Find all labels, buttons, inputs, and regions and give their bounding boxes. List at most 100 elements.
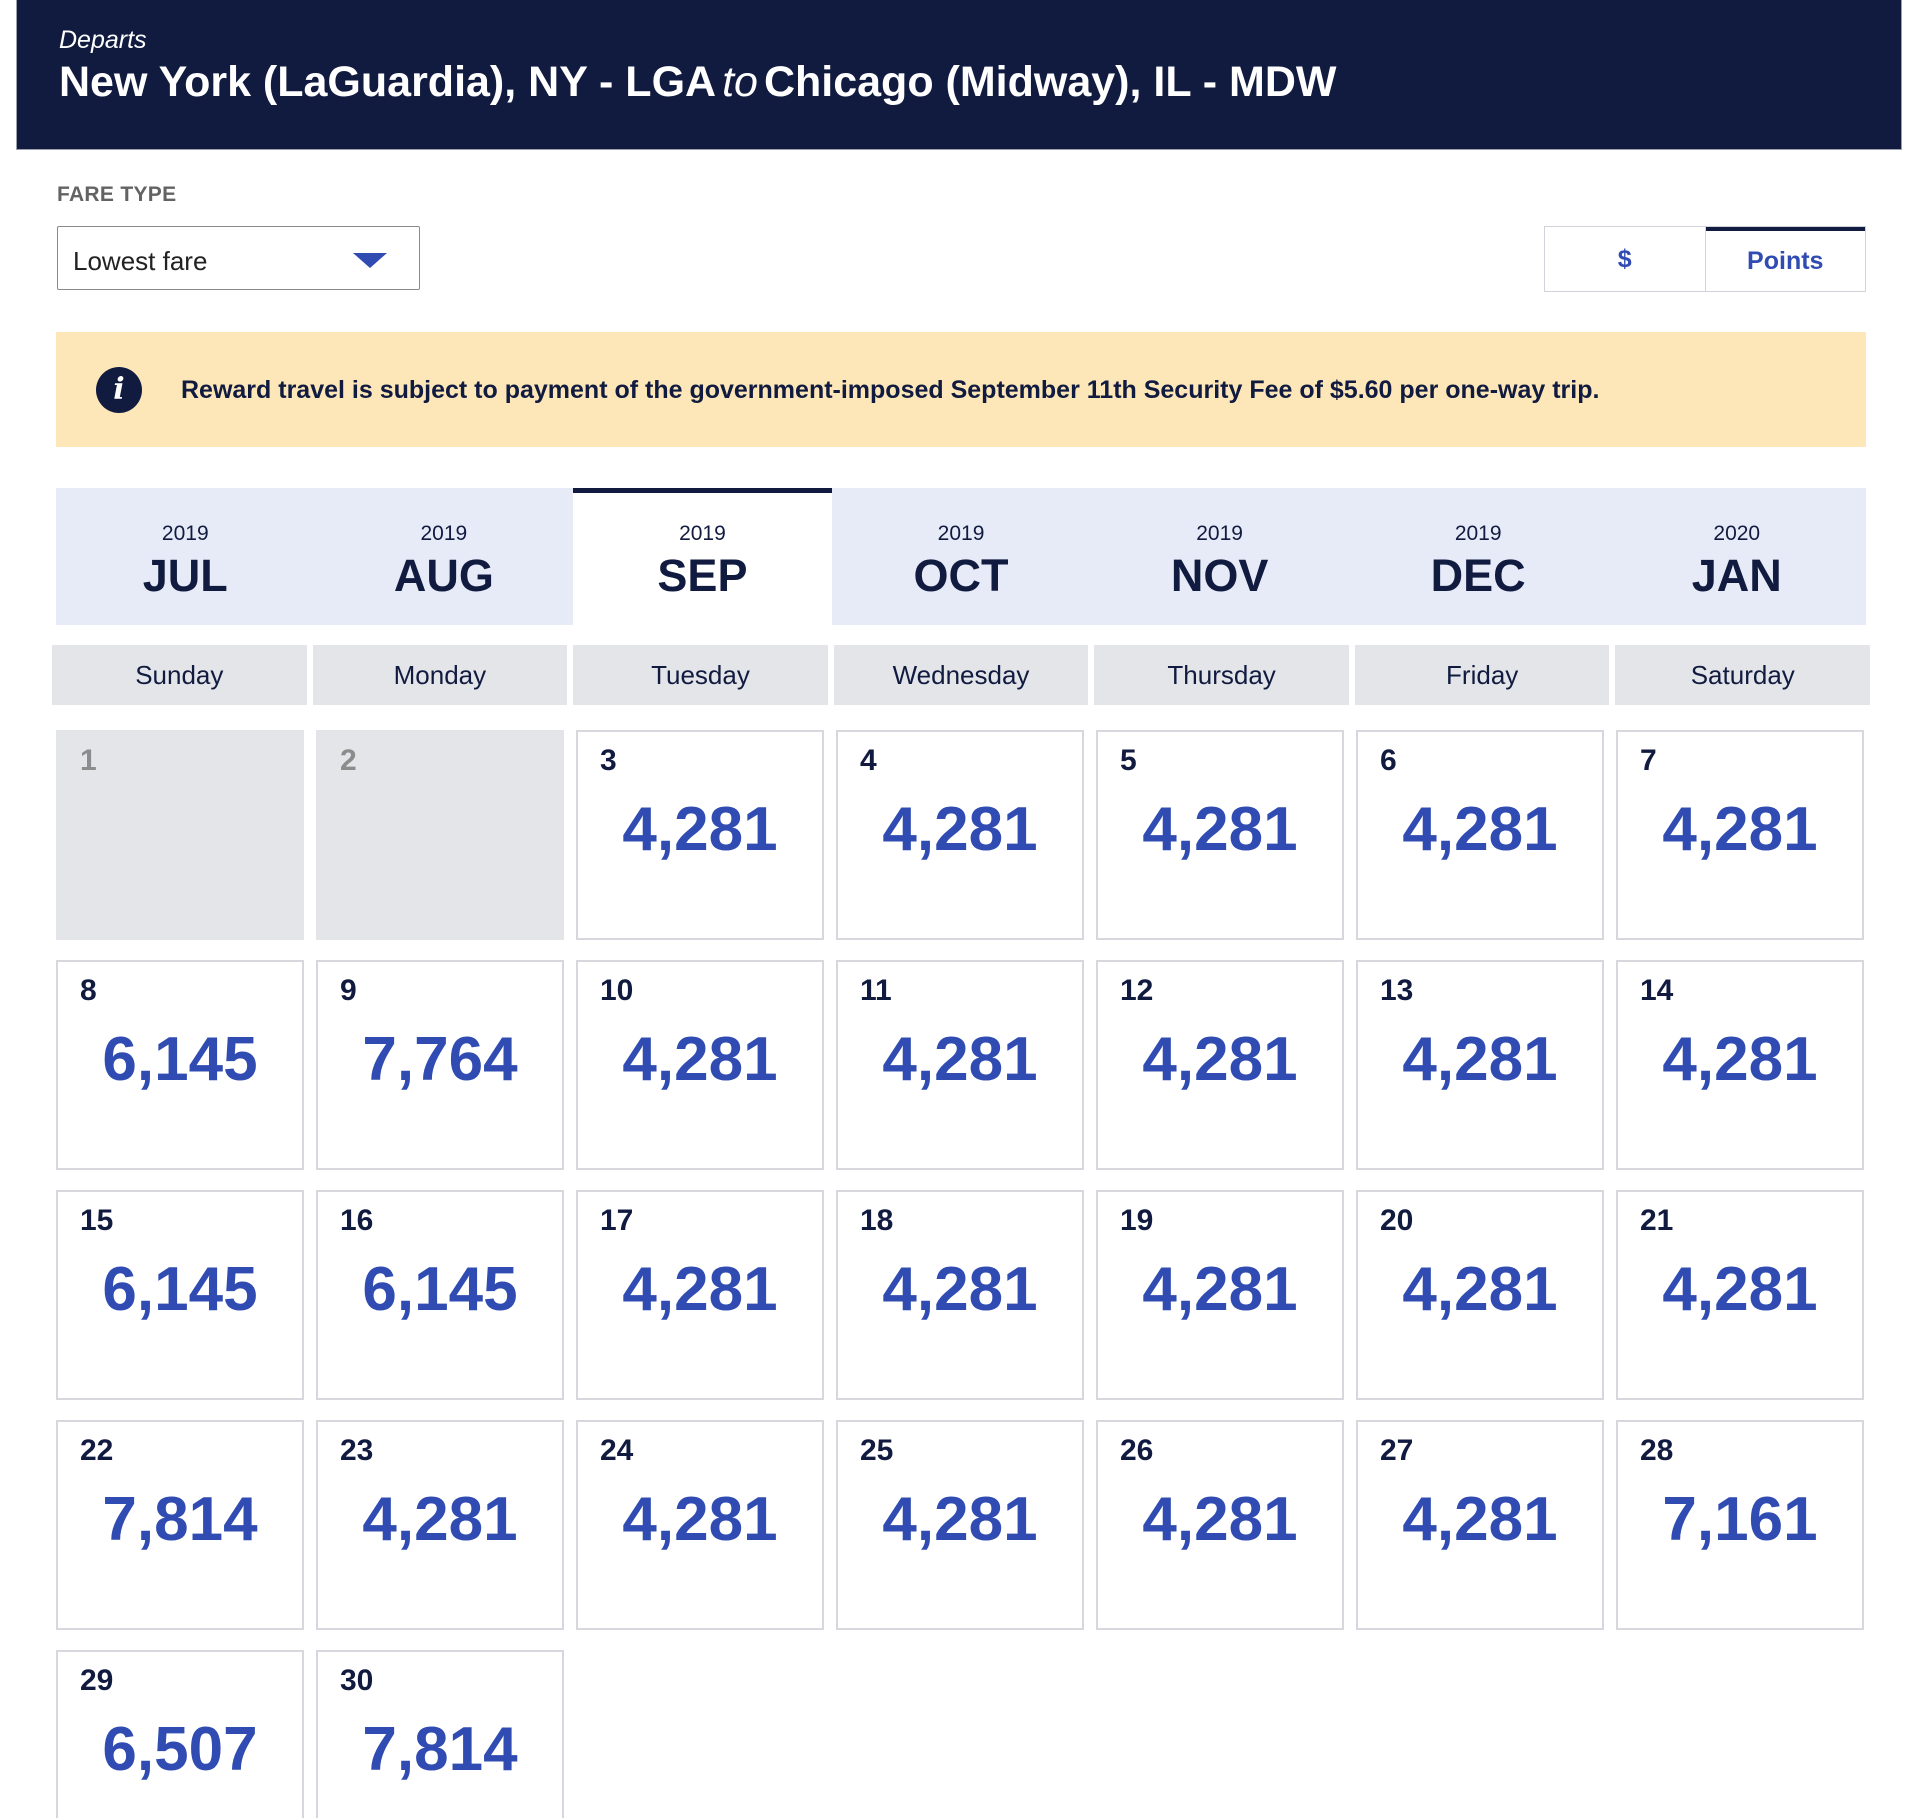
month-tab-dec[interactable]: 2019 DEC bbox=[1349, 488, 1608, 625]
calendar-day-3[interactable]: 3 4,281 bbox=[576, 730, 824, 940]
fare-points: 7,814 bbox=[362, 1715, 518, 1784]
calendar-day-17[interactable]: 17 4,281 bbox=[576, 1190, 824, 1400]
calendar-day-15[interactable]: 15 6,145 bbox=[56, 1190, 304, 1400]
calendar-day-9[interactable]: 9 7,764 bbox=[316, 960, 564, 1170]
calendar-day-16[interactable]: 16 6,145 bbox=[316, 1190, 564, 1400]
fare-points: 7,764 bbox=[362, 1025, 518, 1094]
fare-points: 4,281 bbox=[1662, 1255, 1818, 1324]
calendar-day-10[interactable]: 10 4,281 bbox=[576, 960, 824, 1170]
day-number: 8 bbox=[80, 974, 97, 1007]
calendar-day-5[interactable]: 5 4,281 bbox=[1096, 730, 1344, 940]
day-number: 5 bbox=[1120, 744, 1137, 777]
day-number: 1 bbox=[80, 744, 97, 777]
fare-type-dropdown[interactable]: Lowest fare bbox=[57, 226, 420, 290]
calendar-day-8[interactable]: 8 6,145 bbox=[56, 960, 304, 1170]
calendar-day-24[interactable]: 24 4,281 bbox=[576, 1420, 824, 1630]
calendar-day-1: 1 bbox=[56, 730, 304, 940]
fare-points: 4,281 bbox=[1662, 1025, 1818, 1094]
fare-points: 4,281 bbox=[1142, 1025, 1298, 1094]
fare-points: 6,145 bbox=[102, 1255, 258, 1324]
calendar-day-14[interactable]: 14 4,281 bbox=[1616, 960, 1864, 1170]
fare-points: 4,281 bbox=[1662, 795, 1818, 864]
day-number: 26 bbox=[1120, 1434, 1154, 1467]
month-tab-aug[interactable]: 2019 AUG bbox=[315, 488, 574, 625]
calendar-day-18[interactable]: 18 4,281 bbox=[836, 1190, 1084, 1400]
weekday-saturday: Saturday bbox=[1615, 645, 1871, 705]
month-tab-label: NOV bbox=[1170, 550, 1269, 601]
dollars-toggle-button[interactable]: $ bbox=[1545, 227, 1706, 291]
calendar-day-27[interactable]: 27 4,281 bbox=[1356, 1420, 1604, 1630]
day-number: 9 bbox=[340, 974, 357, 1007]
weekday-header: Sunday Monday Tuesday Wednesday Thursday Frid… bbox=[52, 645, 1871, 705]
calendar-day-29[interactable]: 29 6,507 bbox=[56, 1650, 304, 1818]
day-number: 3 bbox=[600, 744, 617, 777]
day-number: 18 bbox=[860, 1204, 894, 1237]
day-number: 14 bbox=[1640, 974, 1674, 1007]
day-number: 2 bbox=[340, 744, 357, 777]
calendar-day-7[interactable]: 7 4,281 bbox=[1616, 730, 1864, 940]
month-tab-nov[interactable]: 2019 NOV bbox=[1090, 488, 1349, 625]
day-number: 22 bbox=[80, 1434, 114, 1467]
month-tab-label: JUL bbox=[142, 550, 228, 601]
day-number: 30 bbox=[340, 1664, 374, 1697]
calendar-day-4[interactable]: 4 4,281 bbox=[836, 730, 1084, 940]
calendar-day-20[interactable]: 20 4,281 bbox=[1356, 1190, 1604, 1400]
day-number: 4 bbox=[860, 744, 877, 777]
fare-points: 4,281 bbox=[1402, 1255, 1558, 1324]
calendar-day-25[interactable]: 25 4,281 bbox=[836, 1420, 1084, 1630]
month-tab-oct[interactable]: 2019 OCT bbox=[832, 488, 1091, 625]
calendar-day-19[interactable]: 19 4,281 bbox=[1096, 1190, 1344, 1400]
calendar-day-28[interactable]: 28 7,161 bbox=[1616, 1420, 1864, 1630]
calendar-day-26[interactable]: 26 4,281 bbox=[1096, 1420, 1344, 1630]
month-tab-year: 2019 bbox=[937, 522, 985, 545]
month-tab-sep[interactable]: 2019 SEP bbox=[573, 488, 832, 625]
day-number: 13 bbox=[1380, 974, 1414, 1007]
fare-points: 4,281 bbox=[622, 795, 778, 864]
month-tabs: 2019 JUL 2019 AUG 2019 SEP 2019 OCT 2019 NOV 2019 D… bbox=[56, 488, 1866, 625]
day-number: 20 bbox=[1380, 1204, 1414, 1237]
month-tab-label: DEC bbox=[1430, 550, 1526, 601]
fare-points: 4,281 bbox=[882, 795, 1038, 864]
origin: New York (LaGuardia), NY - LGA bbox=[59, 58, 717, 106]
calendar-day-13[interactable]: 13 4,281 bbox=[1356, 960, 1604, 1170]
points-toggle-button[interactable]: Points bbox=[1705, 227, 1865, 291]
fare-points: 4,281 bbox=[882, 1255, 1038, 1324]
calendar-day-23[interactable]: 23 4,281 bbox=[316, 1420, 564, 1630]
fare-points: 4,281 bbox=[362, 1485, 518, 1554]
calendar-day-11[interactable]: 11 4,281 bbox=[836, 960, 1084, 1170]
calendar-day-21[interactable]: 21 4,281 bbox=[1616, 1190, 1864, 1400]
calendar-day-22[interactable]: 22 7,814 bbox=[56, 1420, 304, 1630]
weekday-friday: Friday bbox=[1354, 645, 1610, 705]
calendar-day-30[interactable]: 30 7,814 bbox=[316, 1650, 564, 1818]
month-tab-label: AUG bbox=[393, 550, 494, 601]
fare-points: 4,281 bbox=[622, 1025, 778, 1094]
fare-points: 4,281 bbox=[1142, 1485, 1298, 1554]
month-tab-year: 2020 bbox=[1713, 522, 1761, 545]
month-tab-jan[interactable]: 2020 JAN bbox=[1607, 488, 1866, 625]
security-fee-notice: i Reward travel is subject to payment of… bbox=[56, 332, 1866, 447]
month-tab-label: JAN bbox=[1691, 550, 1782, 601]
month-tab-year: 2019 bbox=[679, 522, 726, 545]
month-tab-year: 2019 bbox=[420, 522, 468, 545]
departs-label: Departs bbox=[59, 26, 147, 54]
page-header: Departs New York (LaGuardia), NY - LGA to… bbox=[16, 0, 1902, 150]
day-number: 17 bbox=[600, 1204, 634, 1237]
route-connector: to bbox=[722, 58, 758, 106]
fare-type-value: Lowest fare bbox=[73, 246, 208, 276]
fare-points: 4,281 bbox=[1402, 1025, 1558, 1094]
fare-points: 4,281 bbox=[1402, 795, 1558, 864]
fare-type-label: FARE TYPE bbox=[57, 183, 177, 206]
calendar-day-6[interactable]: 6 4,281 bbox=[1356, 730, 1604, 940]
day-number: 19 bbox=[1120, 1204, 1154, 1237]
fare-points: 4,281 bbox=[622, 1255, 778, 1324]
month-tab-year: 2019 bbox=[161, 522, 209, 545]
calendar-day-12[interactable]: 12 4,281 bbox=[1096, 960, 1344, 1170]
fare-points: 4,281 bbox=[1142, 1255, 1298, 1324]
day-number: 24 bbox=[600, 1434, 634, 1467]
month-tab-jul[interactable]: 2019 JUL bbox=[56, 488, 315, 625]
chevron-down-icon bbox=[353, 253, 387, 268]
fare-points: 7,814 bbox=[102, 1485, 258, 1554]
day-number: 25 bbox=[860, 1434, 894, 1467]
month-tab-year: 2019 bbox=[1454, 522, 1502, 545]
month-tab-label: OCT bbox=[913, 550, 1009, 601]
